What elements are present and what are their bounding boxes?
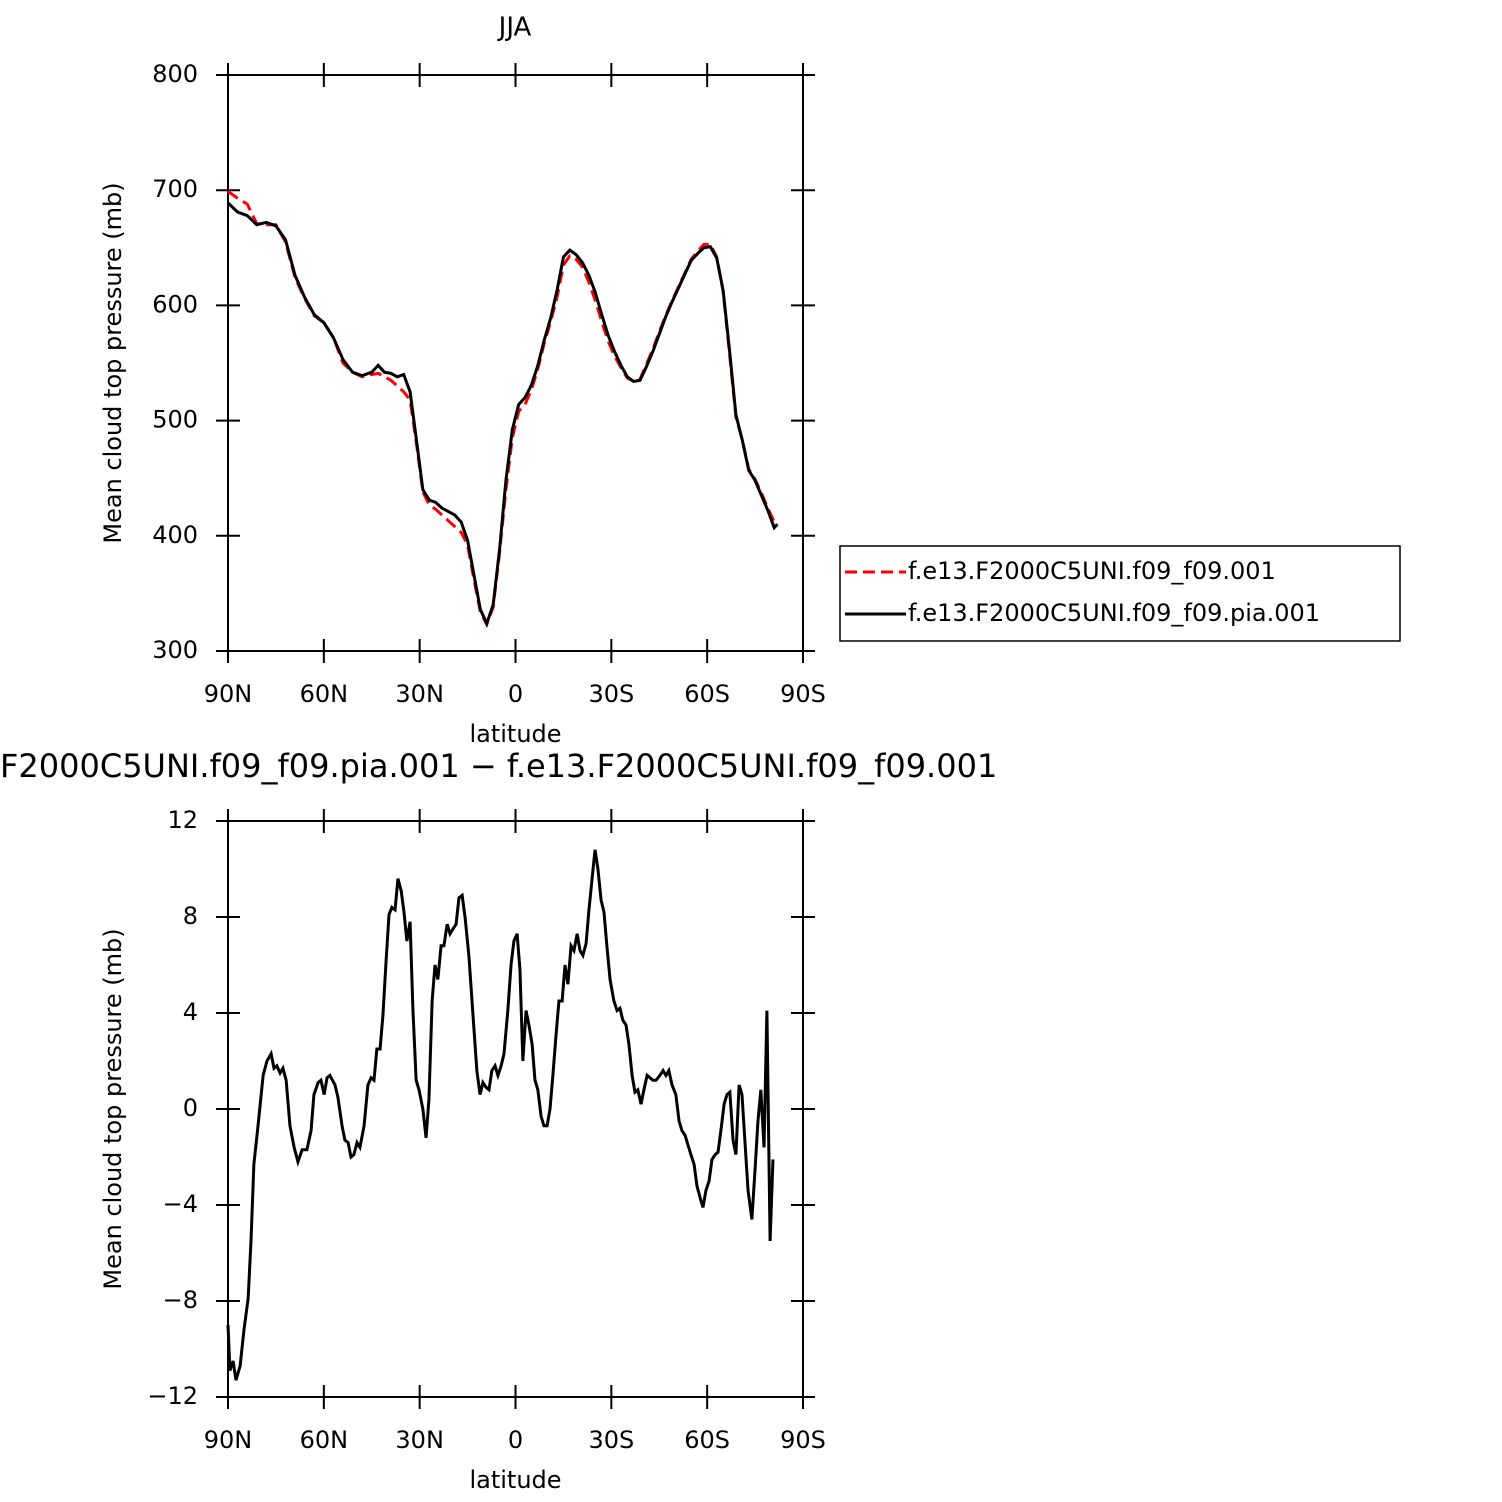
y-tick-label: 4 bbox=[183, 998, 198, 1026]
x-tick-label: 30N bbox=[395, 1426, 444, 1454]
y-tick-label: 600 bbox=[152, 290, 198, 318]
x-tick-label: 90S bbox=[780, 1426, 826, 1454]
y-tick-label: 0 bbox=[183, 1094, 198, 1122]
x-tick-label: 60N bbox=[300, 680, 349, 708]
x-tick-label: 90S bbox=[780, 680, 826, 708]
x-tick-label: 30S bbox=[588, 1426, 634, 1454]
y-tick-label: −12 bbox=[147, 1382, 198, 1410]
chart-title: F2000C5UNI.f09_f09.pia.001 − f.e13.F2000… bbox=[0, 747, 997, 785]
y-tick-label: 400 bbox=[152, 521, 198, 549]
x-tick-label: 0 bbox=[508, 680, 523, 708]
legend-box bbox=[839, 545, 1401, 642]
chart-title: JJA bbox=[497, 13, 532, 43]
x-tick-label: 30N bbox=[395, 680, 444, 708]
x-tick-label: 90N bbox=[204, 680, 253, 708]
y-tick-label: 500 bbox=[152, 406, 198, 434]
y-axis-label: Mean cloud top pressure (mb) bbox=[99, 928, 127, 1289]
y-tick-label: −4 bbox=[163, 1190, 198, 1218]
plot-frame bbox=[227, 74, 804, 652]
y-tick-label: 300 bbox=[152, 636, 198, 664]
y-tick-label: 800 bbox=[152, 60, 198, 88]
x-tick-label: 90N bbox=[204, 1426, 253, 1454]
legend-label: f.e13.F2000C5UNI.f09_f09.pia.001 bbox=[908, 599, 1320, 627]
y-axis-label: Mean cloud top pressure (mb) bbox=[99, 182, 127, 543]
data-line bbox=[226, 849, 775, 1381]
y-tick-label: −8 bbox=[163, 1286, 198, 1314]
x-tick-label: 0 bbox=[508, 1426, 523, 1454]
x-tick-label: 30S bbox=[588, 680, 634, 708]
y-tick-label: 700 bbox=[152, 175, 198, 203]
y-tick-label: 12 bbox=[167, 806, 198, 834]
x-tick-label: 60S bbox=[684, 1426, 730, 1454]
data-line bbox=[226, 201, 779, 628]
x-tick-label: 60N bbox=[300, 1426, 349, 1454]
x-axis-label: latitude bbox=[469, 1466, 561, 1494]
legend-label: f.e13.F2000C5UNI.f09_f09.001 bbox=[908, 557, 1276, 585]
x-tick-label: 60S bbox=[684, 680, 730, 708]
x-axis-label: latitude bbox=[469, 720, 561, 748]
y-tick-label: 8 bbox=[183, 902, 198, 930]
